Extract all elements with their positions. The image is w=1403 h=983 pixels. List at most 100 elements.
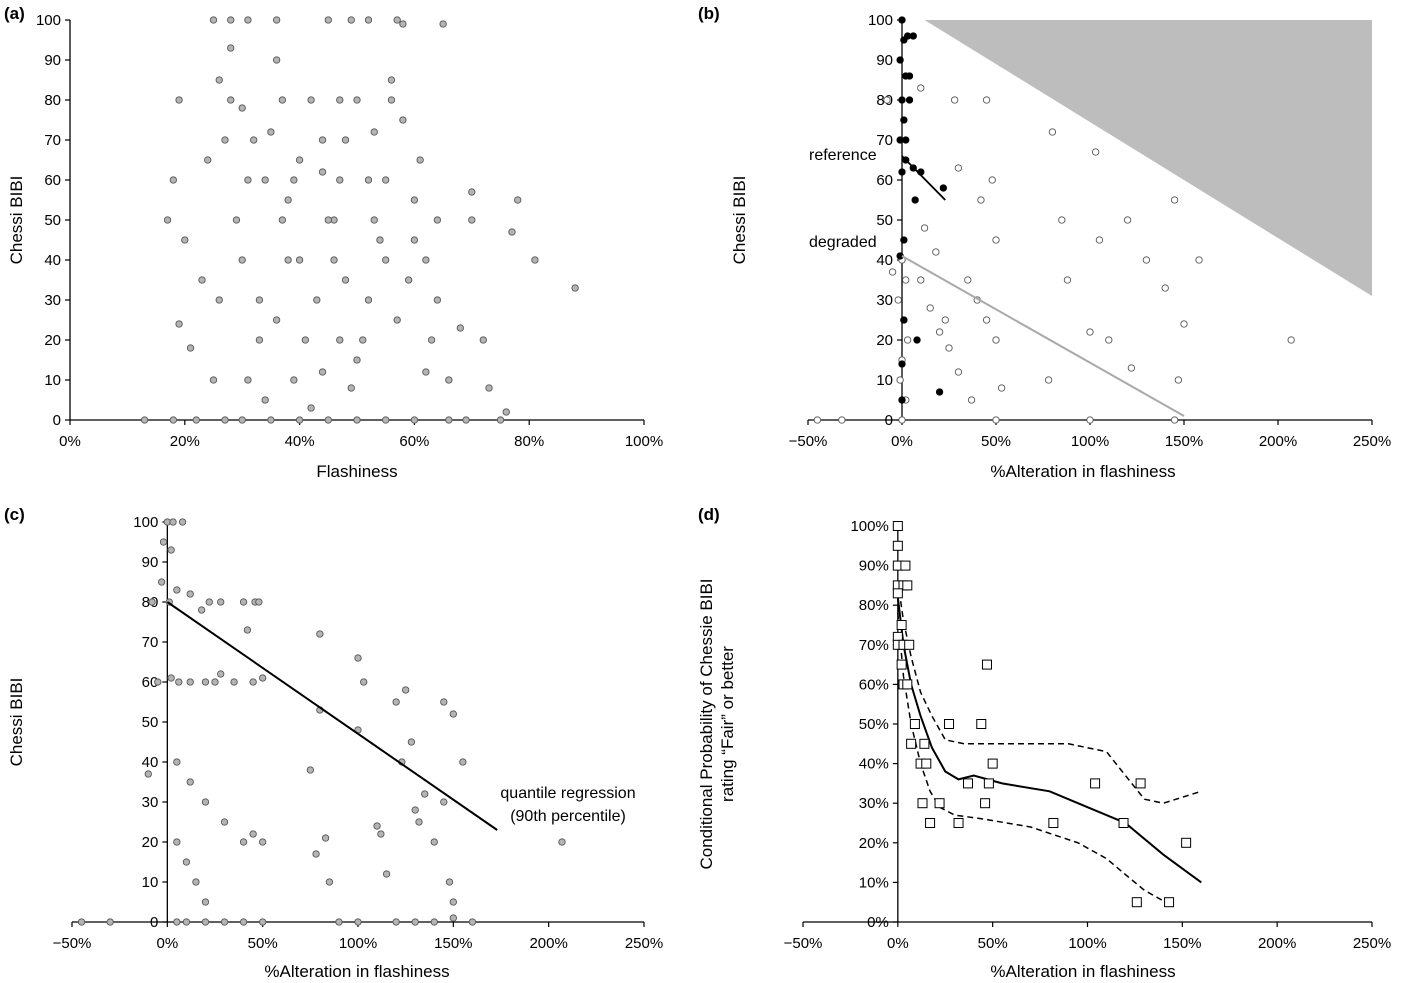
square-point — [963, 778, 974, 789]
square-point — [917, 798, 928, 809]
x-axis-label-c: %Alteration in flashiness — [264, 962, 449, 981]
data-point — [244, 16, 252, 24]
data-point — [347, 384, 355, 392]
shaded-triangle — [924, 20, 1372, 296]
b-y-tick-label: 20 — [876, 332, 893, 349]
data-point — [181, 236, 189, 244]
data-point — [411, 918, 419, 926]
square-point — [981, 659, 992, 670]
data-point — [336, 96, 344, 104]
degraded-point — [1170, 196, 1179, 204]
data-point — [318, 368, 327, 376]
degraded-point — [967, 396, 976, 404]
square-point — [902, 580, 913, 591]
b-x-tick-label: 50% — [981, 433, 1011, 450]
reference-point — [905, 72, 914, 80]
d-x-tick-label: 100% — [1068, 935, 1106, 952]
degraded-point — [1180, 320, 1188, 328]
reference-point — [900, 116, 908, 124]
square-point — [921, 758, 932, 769]
reference-point — [898, 360, 906, 368]
degraded-point — [902, 276, 910, 284]
data-point — [205, 598, 213, 606]
data-point — [354, 918, 362, 926]
data-point — [382, 176, 390, 184]
degraded-point — [941, 316, 949, 324]
points-a — [140, 16, 579, 424]
degraded-point — [935, 328, 944, 336]
degraded-point — [1048, 128, 1057, 136]
series-upper-bound — [897, 581, 1202, 804]
data-point — [201, 898, 210, 906]
data-point — [182, 858, 191, 866]
data-point — [571, 284, 579, 292]
reference-point — [911, 196, 919, 204]
data-point — [405, 276, 413, 284]
a-y-tick-label: 80 — [44, 92, 61, 109]
square-point — [944, 719, 955, 729]
degraded-point — [988, 176, 996, 184]
data-point — [267, 416, 275, 424]
data-point — [433, 216, 442, 224]
data-point — [341, 136, 350, 144]
degraded-point — [950, 96, 959, 104]
degraded-regression-line — [901, 255, 1185, 417]
data-point — [353, 416, 361, 424]
degraded-point — [954, 368, 963, 376]
data-point — [531, 256, 539, 264]
degraded-point — [917, 276, 925, 284]
data-point — [173, 918, 181, 926]
data-point — [430, 838, 438, 846]
data-point — [373, 822, 381, 830]
data-point — [445, 878, 454, 886]
data-point — [217, 598, 225, 606]
d-y-tick-label: 90% — [859, 558, 889, 575]
data-point — [307, 96, 315, 104]
data-point — [211, 678, 219, 686]
data-point — [335, 918, 343, 926]
degraded-point — [896, 376, 904, 384]
panel-a: (a) Chessi BIBI Flashiness 0% 20% 40% 60% 80… — [4, 4, 663, 481]
data-point — [422, 256, 430, 264]
data-point — [445, 376, 453, 384]
degraded-point — [997, 384, 1006, 392]
data-point — [377, 830, 385, 838]
data-point — [324, 416, 332, 424]
y-axis-label-b: Chessi BIBI — [730, 176, 749, 265]
data-point — [330, 256, 338, 264]
b-y-tick-label: 50 — [876, 212, 893, 229]
b-x-tick-label: 250% — [1353, 433, 1391, 450]
data-point — [364, 176, 373, 184]
d-y-tick-label: 50% — [859, 716, 889, 733]
a-y-tick-label: 90 — [44, 52, 61, 69]
data-point — [459, 758, 467, 766]
data-point — [192, 878, 200, 886]
data-point — [267, 128, 275, 136]
degraded-point — [954, 164, 963, 172]
data-point — [387, 76, 396, 84]
square-point — [1090, 778, 1101, 789]
data-point — [284, 196, 292, 204]
degraded-point — [982, 96, 991, 104]
data-point — [239, 838, 248, 846]
data-point — [175, 320, 183, 328]
data-point — [485, 384, 493, 392]
data-point — [148, 598, 156, 606]
annotation-quantile-2: (90th percentile) — [510, 808, 626, 825]
data-point — [306, 766, 314, 774]
degraded-point — [1063, 276, 1072, 284]
data-point — [462, 416, 470, 424]
data-point — [514, 196, 522, 204]
data-point — [468, 188, 476, 196]
data-point — [220, 818, 229, 826]
data-point — [416, 156, 424, 164]
c-x-tick-label: 0% — [156, 935, 178, 952]
data-point — [201, 918, 210, 926]
data-point — [318, 136, 327, 144]
d-y-tick-label: 0% — [867, 914, 889, 931]
data-point — [427, 336, 436, 344]
reference-point — [900, 236, 908, 244]
c-y-tick-label: 10 — [142, 874, 159, 891]
x-axis-label-b: %Alteration in flashiness — [990, 462, 1175, 481]
panel-label-d: (d) — [698, 505, 720, 524]
